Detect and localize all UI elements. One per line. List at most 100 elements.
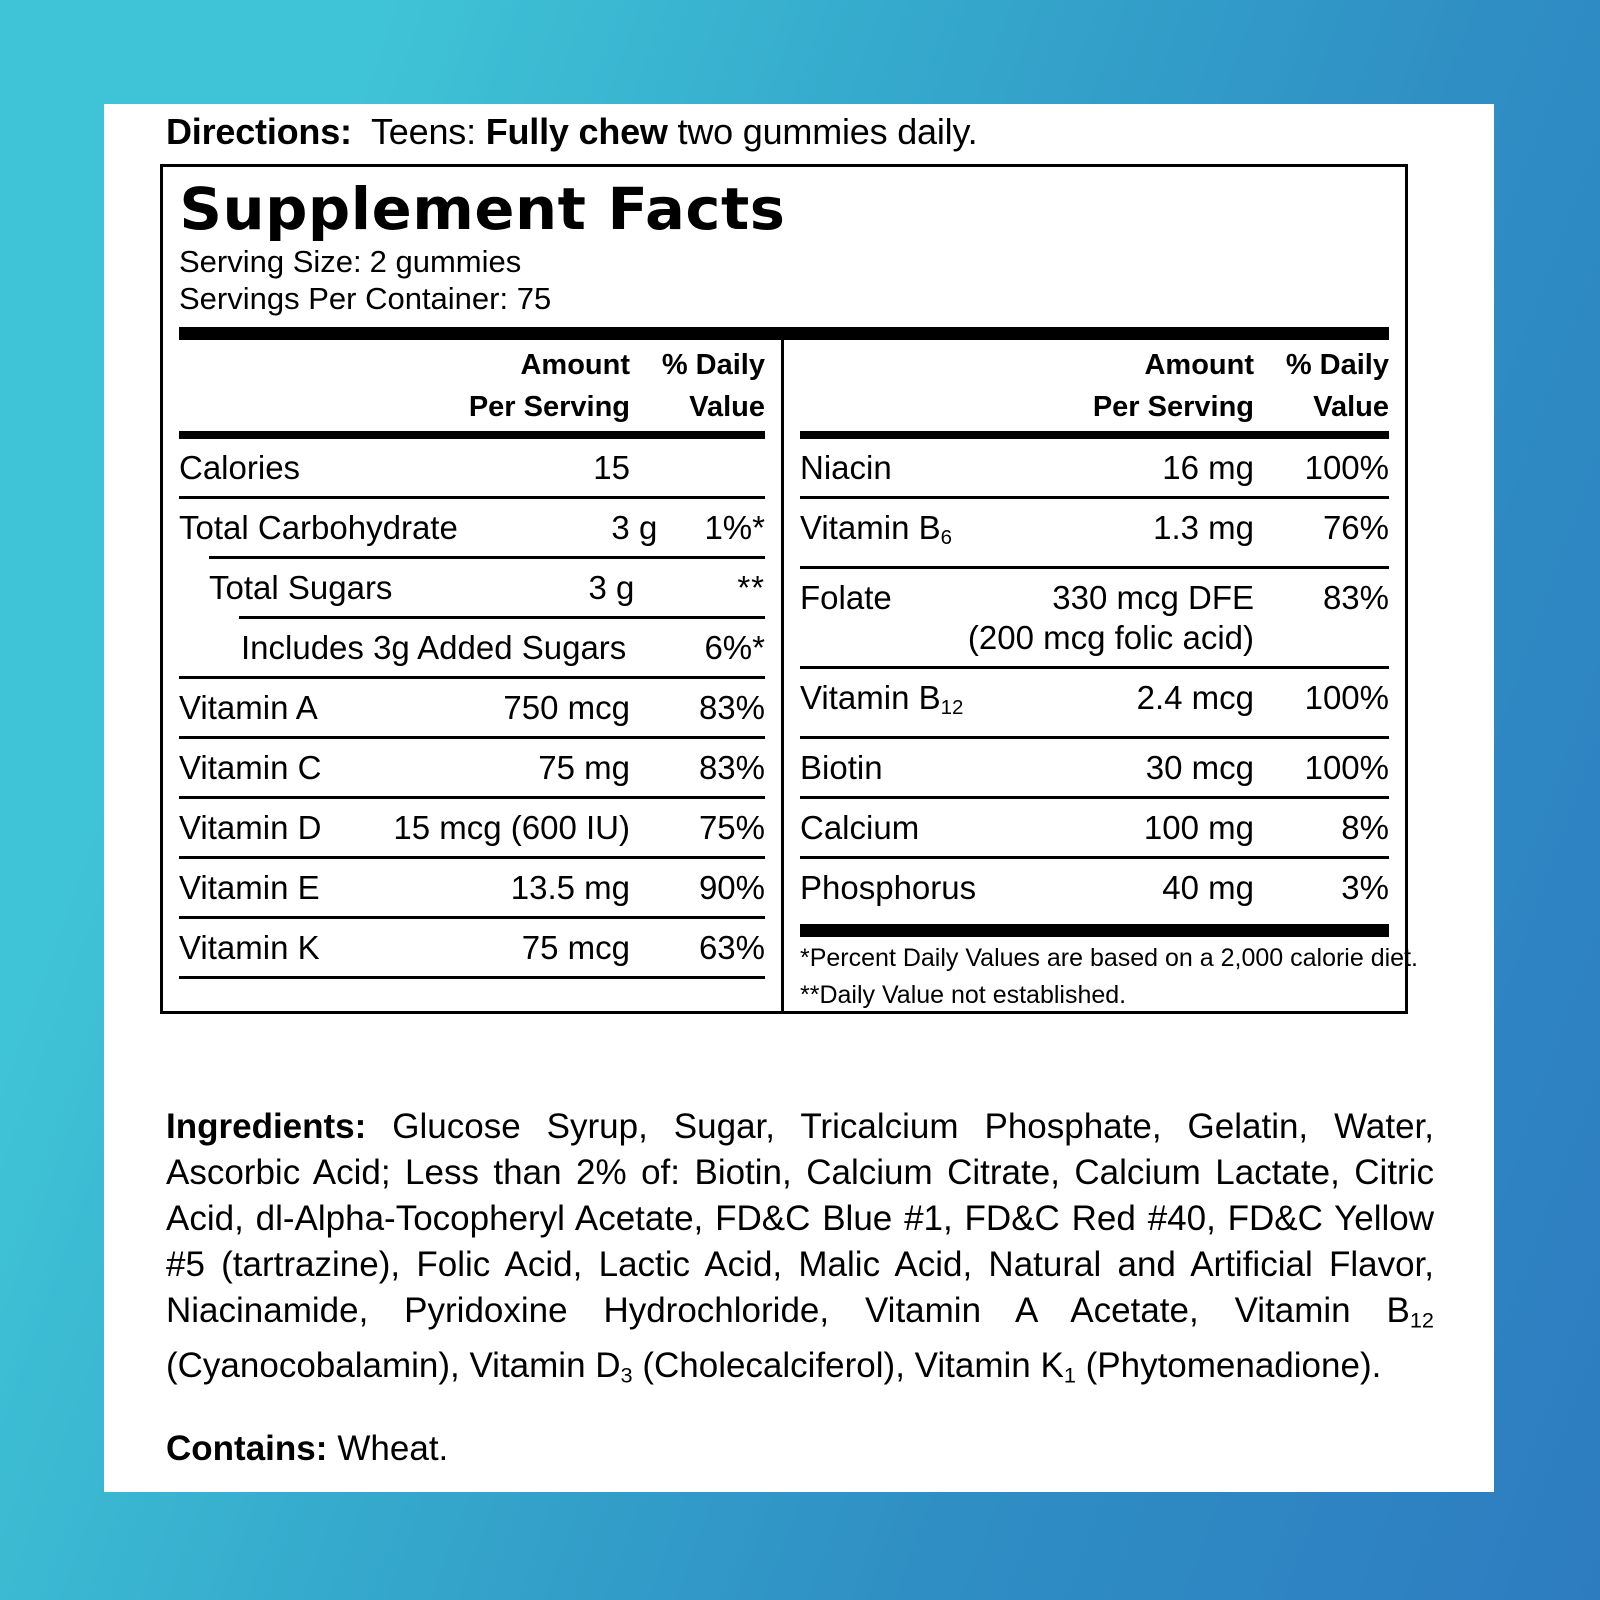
right-amount-header-line2: Per Serving (1092, 391, 1254, 423)
nutrient-amount: 40 mg (1162, 869, 1254, 907)
nutrient-name: Vitamin K (179, 929, 320, 966)
row-divider (179, 856, 765, 859)
table-row: Calories 15 (179, 439, 765, 496)
nutrient-amount: 75 mcg (521, 929, 630, 966)
nutrient-amount: 330 mcg DFE (200 mcg folic acid) (924, 578, 1254, 658)
right-dv-header-line1: % Daily (1285, 349, 1389, 381)
footnote-thick-rule (800, 924, 1389, 938)
row-divider (800, 736, 1389, 740)
nutrient-amount: 13.5 mg (510, 869, 630, 906)
contains-value: Wheat. (337, 1429, 449, 1468)
ingredient-vitamin-name: Vitamin D3 (469, 1346, 633, 1388)
row-divider (800, 496, 1389, 499)
label-panel: Directions: Teens: Fully chew two gummie… (104, 104, 1494, 1492)
serving-size-line: Serving Size: 2 gummies (163, 243, 1405, 280)
nutrient-name: Calcium (800, 809, 920, 847)
top-thick-rule (179, 327, 1389, 340)
nutrient-amount: 750 mcg (503, 689, 630, 726)
nutrient-amount: 3 g (588, 569, 635, 606)
nutrient-daily-value: 1%* (704, 509, 765, 546)
ingredient-subscript: 3 (620, 1362, 633, 1388)
serving-info: Serving Size: 2 gummies Servings Per Cont… (163, 243, 1405, 327)
nutrient-amount-line2: (200 mcg folic acid) (967, 619, 1254, 657)
servings-per-container-line: Servings Per Container: 75 (163, 280, 1405, 317)
row-divider (800, 566, 1389, 570)
nutrient-columns: Amount % Daily Per Serving Value Calorie… (163, 340, 1418, 1012)
ingredients-label: Ingredients: (166, 1107, 367, 1146)
nutrient-column-right: Amount % Daily Per Serving Value Niacin 1… (784, 340, 1418, 1011)
nutrient-name: Folate (800, 579, 892, 617)
row-divider (179, 736, 765, 739)
row-divider (209, 556, 765, 559)
left-amount-header-line2: Per Serving (468, 391, 630, 423)
left-nutrient-rows: Calories 15 Total Carbohydrate 3 g 1%* Total … (179, 439, 765, 979)
ingredient-vitamin-name: Vitamin K1 (914, 1346, 1076, 1388)
nutrient-amount-line1: 330 mcg DFE (1052, 579, 1254, 617)
nutrient-daily-value: 83% (698, 749, 765, 786)
table-row: Folate 330 mcg DFE (200 mcg folic acid) 83% (800, 569, 1389, 666)
table-row: Vitamin C 75 mg 83% (179, 739, 765, 796)
ingredients-text: Glucose Syrup, Sugar, Tricalcium Phospha… (166, 1107, 1434, 1388)
nutrient-daily-value: 100% (1304, 749, 1389, 787)
row-divider (800, 856, 1389, 860)
table-row: Niacin 16 mg 100% (800, 439, 1389, 496)
nutrient-daily-value: 100% (1304, 679, 1389, 717)
servings-per-container-label: Servings Per Container: (179, 281, 509, 316)
right-amount-header-line1: Amount (1144, 349, 1254, 381)
nutrient-amount: 3 g (611, 509, 658, 546)
nutrient-daily-value: ** (737, 569, 765, 606)
table-row: Total Carbohydrate 3 g 1%* (179, 499, 765, 556)
nutrient-name-subscript: 12 (940, 696, 964, 720)
nutrient-name: Niacin (800, 449, 892, 486)
serving-size-label: Serving Size: (179, 244, 362, 279)
left-column-header-2: Per Serving Value (179, 382, 765, 424)
table-row: Total Sugars 3 g ** (179, 559, 765, 616)
nutrient-name: Vitamin E (179, 869, 320, 906)
nutrient-name-subscript: 6 (940, 526, 952, 550)
row-divider (179, 916, 765, 919)
nutrient-name: Includes 3g Added Sugars (241, 629, 627, 666)
nutrient-amount: 75 mg (538, 749, 630, 786)
table-row: Includes 3g Added Sugars 6%* (179, 619, 765, 676)
nutrient-daily-value: 83% (1322, 579, 1389, 617)
nutrient-daily-value: 6%* (704, 629, 765, 666)
nutrient-daily-value: 90% (698, 869, 765, 906)
nutrient-amount: 16 mg (1162, 449, 1254, 486)
directions-audience: Teens: (371, 111, 476, 152)
row-divider (179, 976, 765, 979)
nutrient-name: Vitamin B6 (800, 509, 952, 550)
nutrient-amount: 15 mcg (600 IU) (393, 809, 630, 846)
nutrient-name: Phosphorus (800, 869, 977, 907)
nutrient-daily-value: 8% (1341, 809, 1389, 847)
supplement-facts-box: Supplement Facts Serving Size: 2 gummies … (160, 164, 1418, 1015)
nutrient-amount: 2.4 mcg (1136, 679, 1254, 717)
nutrient-name: Vitamin C (179, 749, 322, 786)
table-row: Vitamin B12 2.4 mcg 100% (800, 669, 1389, 736)
row-divider (800, 666, 1389, 670)
right-nutrient-rows: Niacin 16 mg 100% Vitamin B6 1.3 mg 76% Folate… (800, 439, 1389, 916)
row-divider (179, 496, 765, 499)
contains-label: Contains: (166, 1429, 328, 1468)
nutrient-name: Calories (179, 449, 301, 486)
directions-label: Directions: (166, 111, 352, 152)
right-dv-header-line2: Value (1313, 391, 1389, 423)
servings-per-container-value: 75 (516, 281, 552, 316)
contains-statement: Contains: Wheat. (166, 1426, 448, 1472)
ingredient-subscript: 12 (1409, 1307, 1434, 1333)
table-row: Phosphorus 40 mg 3% (800, 859, 1389, 916)
table-row: Vitamin E 13.5 mg 90% (179, 859, 765, 916)
table-row: Biotin 30 mcg 100% (800, 739, 1389, 796)
nutrient-amount: 30 mcg (1145, 749, 1254, 787)
right-column-header: Amount % Daily (800, 340, 1389, 382)
directions-rest: two gummies daily. (677, 111, 978, 152)
nutrient-name: Total Carbohydrate (179, 509, 458, 546)
table-row: Vitamin A 750 mcg 83% (179, 679, 765, 736)
nutrient-daily-value: 75% (698, 809, 765, 846)
nutrient-name: Vitamin D (179, 809, 322, 846)
left-column-header: Amount % Daily (179, 340, 765, 382)
right-header-rule (800, 431, 1389, 439)
footnote: **Daily Value not established. (800, 981, 1127, 1010)
left-amount-header-line1: Amount (520, 349, 630, 381)
nutrient-daily-value: 76% (1322, 509, 1389, 546)
directions-emphasis: Fully chew (485, 111, 668, 152)
